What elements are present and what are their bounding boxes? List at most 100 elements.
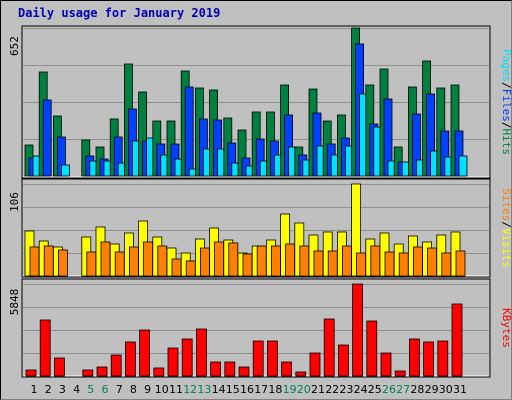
legend-visits: Visits bbox=[500, 228, 512, 268]
bar-sites-day-6 bbox=[100, 241, 111, 277]
bar-sites-day-3 bbox=[58, 249, 68, 277]
bar-kbytes-day-20 bbox=[295, 371, 307, 377]
bar-sites-day-11 bbox=[171, 258, 182, 277]
bar-sites-day-15 bbox=[228, 242, 239, 277]
x-tick-label: 28 bbox=[410, 383, 424, 396]
bar-files-day-12 bbox=[184, 86, 194, 177]
bar-sites-day-22 bbox=[327, 250, 338, 277]
bar-sites-day-20 bbox=[299, 245, 310, 277]
bar-sites-day-29 bbox=[427, 247, 438, 277]
legend-kbytes: KBytes bbox=[500, 308, 512, 348]
x-tick-label: 12 bbox=[183, 383, 197, 396]
x-tick-label: 17 bbox=[254, 383, 268, 396]
x-tick-label: 26 bbox=[382, 383, 396, 396]
bar-kbytes-day-9 bbox=[139, 329, 151, 377]
x-tick-label: 13 bbox=[197, 383, 211, 396]
bar-sites-day-24 bbox=[356, 252, 367, 277]
x-tick-label: 16 bbox=[240, 383, 254, 396]
bar-sites-day-16 bbox=[242, 253, 253, 277]
bar-kbytes-day-13 bbox=[195, 328, 207, 377]
x-tick-label: 5 bbox=[87, 383, 94, 396]
bar-kbytes-day-19 bbox=[281, 361, 293, 377]
bar-kbytes-day-18 bbox=[266, 340, 278, 377]
bar-kbytes-day-10 bbox=[153, 367, 165, 377]
bar-kbytes-day-24 bbox=[352, 283, 364, 377]
legend-pages: Pages bbox=[500, 49, 512, 82]
x-tick-label: 6 bbox=[102, 383, 109, 396]
bar-files-day-2 bbox=[42, 99, 52, 177]
bar-kbytes-day-23 bbox=[337, 344, 349, 377]
legend-separator: / bbox=[500, 82, 512, 89]
x-tick-label: 10 bbox=[155, 383, 169, 396]
bar-sites-day-27 bbox=[398, 252, 409, 277]
bar-kbytes-day-2 bbox=[39, 319, 51, 377]
bar-sites-day-30 bbox=[441, 252, 452, 277]
x-tick-label: 9 bbox=[144, 383, 151, 396]
x-tick-label: 27 bbox=[396, 383, 410, 396]
bar-kbytes-day-25 bbox=[366, 320, 378, 377]
x-tick-label: 31 bbox=[453, 383, 467, 396]
bar-kbytes-day-30 bbox=[437, 340, 449, 377]
bar-sites-day-28 bbox=[412, 246, 423, 277]
x-tick-label: 3 bbox=[59, 383, 66, 396]
bar-sites-day-25 bbox=[370, 245, 381, 277]
bar-sites-day-14 bbox=[214, 241, 225, 277]
bar-sites-day-17 bbox=[256, 245, 267, 277]
bar-kbytes-day-1 bbox=[25, 369, 37, 377]
x-tick-label: 2 bbox=[45, 383, 52, 396]
x-tick-label: 24 bbox=[354, 383, 368, 396]
bar-sites-day-1 bbox=[29, 246, 40, 277]
x-tick-label: 14 bbox=[212, 383, 226, 396]
bar-kbytes-day-8 bbox=[125, 341, 136, 377]
bar-kbytes-day-15 bbox=[224, 361, 236, 377]
bar-kbytes-day-29 bbox=[423, 341, 435, 377]
right-legend: KBytes bbox=[500, 308, 512, 348]
bar-sites-day-8 bbox=[128, 246, 139, 277]
bar-kbytes-day-17 bbox=[252, 340, 264, 377]
bar-kbytes-day-7 bbox=[110, 354, 122, 377]
bar-sites-day-10 bbox=[157, 245, 168, 277]
legend-sites: Sites bbox=[500, 188, 512, 221]
right-legend: Sites/Visits bbox=[500, 188, 512, 268]
bar-kbytes-day-11 bbox=[167, 347, 179, 377]
x-tick-label: 23 bbox=[339, 383, 353, 396]
bar-sites-day-31 bbox=[455, 250, 466, 277]
bar-kbytes-day-14 bbox=[210, 361, 222, 377]
bar-kbytes-day-27 bbox=[394, 370, 406, 377]
bar-visits-day-24 bbox=[351, 183, 362, 277]
bar-kbytes-day-16 bbox=[238, 366, 250, 377]
bar-kbytes-day-28 bbox=[408, 338, 420, 377]
x-tick-label: 30 bbox=[439, 383, 453, 396]
bar-kbytes-day-3 bbox=[54, 357, 65, 377]
y-max-label: 5848 bbox=[8, 289, 21, 316]
x-tick-label: 18 bbox=[268, 383, 282, 396]
bar-sites-day-21 bbox=[313, 250, 324, 277]
bar-kbytes-day-26 bbox=[380, 352, 392, 377]
bar-sites-day-13 bbox=[199, 247, 210, 277]
legend-files: Files bbox=[500, 89, 512, 122]
x-tick-label: 1 bbox=[31, 383, 38, 396]
legend-separator: / bbox=[500, 122, 512, 129]
bar-sites-day-23 bbox=[341, 245, 352, 277]
bar-sites-day-12 bbox=[185, 260, 196, 277]
chart-title: Daily usage for January 2019 bbox=[18, 6, 221, 20]
x-tick-label: 21 bbox=[311, 383, 325, 396]
y-max-label: 652 bbox=[8, 36, 21, 56]
bar-kbytes-day-31 bbox=[451, 303, 463, 377]
bar-sites-day-19 bbox=[285, 243, 296, 277]
bar-kbytes-day-22 bbox=[323, 318, 335, 377]
right-legend: Pages/Files/Hits bbox=[500, 49, 512, 155]
y-max-label: 106 bbox=[8, 192, 21, 212]
legend-hits: Hits bbox=[500, 129, 512, 156]
bar-sites-day-18 bbox=[270, 245, 281, 277]
bar-kbytes-day-5 bbox=[82, 369, 94, 377]
bar-sites-day-7 bbox=[114, 251, 125, 277]
bar-sites-day-2 bbox=[43, 245, 54, 277]
legend-separator: / bbox=[500, 221, 512, 228]
x-tick-label: 7 bbox=[116, 383, 123, 396]
bar-pages-day-3 bbox=[61, 164, 70, 177]
x-tick-label: 22 bbox=[325, 383, 339, 396]
bar-kbytes-day-6 bbox=[96, 366, 108, 377]
bar-sites-day-9 bbox=[143, 241, 154, 277]
